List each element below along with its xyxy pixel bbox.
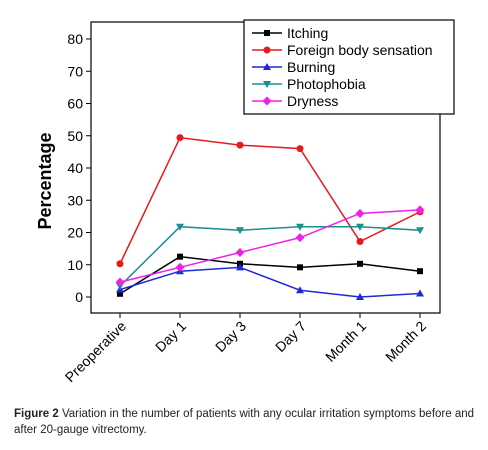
data-point <box>115 277 125 287</box>
series-line <box>119 255 421 295</box>
legend-label: Burning <box>287 59 335 75</box>
data-point <box>236 141 244 149</box>
y-tick-label: 50 <box>67 128 83 144</box>
legend-item: Dryness <box>252 93 338 109</box>
data-point <box>236 263 244 271</box>
data-point <box>116 260 124 268</box>
legend-item: Itching <box>252 25 328 41</box>
data-point <box>263 81 271 88</box>
data-point <box>176 134 184 142</box>
data-point <box>264 30 270 36</box>
data-point <box>415 205 425 215</box>
chart-series <box>115 134 425 300</box>
data-point <box>263 46 271 54</box>
series-line <box>119 266 421 298</box>
caption-label: Figure 2 <box>14 408 59 420</box>
data-point <box>416 289 424 297</box>
caption-text: Variation in the number of patients with… <box>14 408 475 436</box>
data-point <box>117 290 123 297</box>
data-point <box>295 233 305 243</box>
y-tick-label: 30 <box>67 192 83 208</box>
data-point <box>236 227 244 235</box>
data-point <box>296 145 304 153</box>
data-point <box>263 63 271 70</box>
data-point <box>416 227 424 235</box>
data-point <box>297 264 303 271</box>
series-line <box>119 225 421 287</box>
data-point <box>356 293 364 300</box>
legend-item: Foreign body sensation <box>252 42 433 58</box>
data-point <box>356 238 364 246</box>
legend-label: Itching <box>287 25 328 41</box>
y-tick-label: 60 <box>67 96 83 112</box>
x-tick-label: Month 2 <box>382 318 429 365</box>
legend-item: Burning <box>252 59 335 75</box>
legend-label: Dryness <box>287 93 338 109</box>
line-chart: 0 10 20 30 40 50 60 70 80 Preoperative Day 1 Day 3 D… <box>35 19 455 386</box>
data-point <box>356 223 364 231</box>
series-line <box>119 136 421 265</box>
data-point <box>355 208 365 218</box>
x-tick-label: Day 3 <box>212 318 249 355</box>
legend-label: Photophobia <box>287 76 366 92</box>
series-foreign-body-sensation <box>116 134 424 268</box>
data-point <box>175 262 185 272</box>
y-axis-label: Percentage <box>35 132 55 229</box>
y-tick-label: 40 <box>67 160 83 176</box>
y-tick-label: 10 <box>67 257 83 273</box>
data-point <box>357 260 363 267</box>
series-burning <box>116 263 424 300</box>
x-tick-label: Day 7 <box>272 318 309 355</box>
series-itching <box>117 253 423 297</box>
data-point <box>176 223 184 231</box>
y-tick-label: 70 <box>67 63 83 79</box>
data-point <box>296 286 304 294</box>
x-tick-label: Month 1 <box>322 318 369 365</box>
x-tick-label: Day 1 <box>152 318 189 355</box>
series-photophobia <box>116 223 424 291</box>
legend-item: Photophobia <box>252 76 366 92</box>
x-tick-label: Preoperative <box>62 318 130 386</box>
y-tick-label: 20 <box>67 225 83 241</box>
series-dryness <box>115 205 425 287</box>
legend-label: Foreign body sensation <box>287 42 433 58</box>
data-point <box>417 268 423 275</box>
figure-caption: Figure 2 Variation in the number of pati… <box>14 406 484 438</box>
y-tick-label: 80 <box>67 31 83 47</box>
y-tick-label: 0 <box>75 289 83 305</box>
data-point <box>296 223 304 231</box>
series-line <box>119 209 421 283</box>
data-point <box>235 247 245 257</box>
data-point <box>262 96 272 106</box>
data-point <box>177 253 183 260</box>
